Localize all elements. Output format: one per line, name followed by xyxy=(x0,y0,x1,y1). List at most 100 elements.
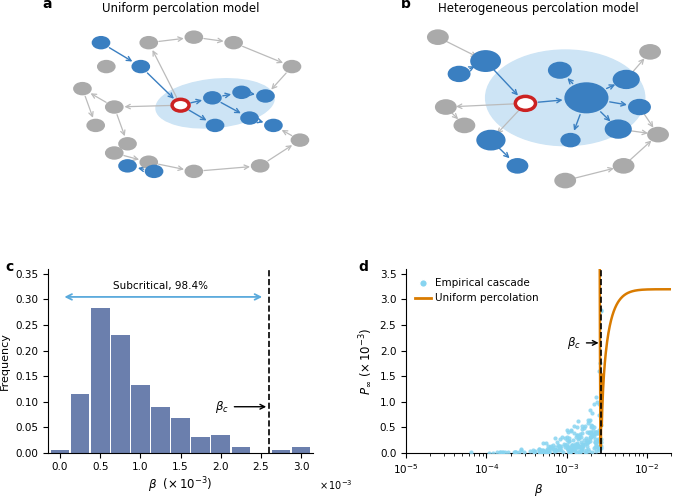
Point xyxy=(562,445,573,453)
Point xyxy=(580,434,591,442)
Point xyxy=(589,424,600,432)
Circle shape xyxy=(204,92,221,104)
Point xyxy=(575,438,586,446)
Point xyxy=(577,422,588,430)
Point xyxy=(510,448,521,456)
Point xyxy=(564,438,575,446)
Point xyxy=(495,448,506,456)
Point xyxy=(569,422,580,430)
Point xyxy=(589,438,600,446)
Circle shape xyxy=(172,99,189,111)
Circle shape xyxy=(225,37,242,49)
Point xyxy=(516,445,527,453)
Point xyxy=(492,448,503,456)
Point xyxy=(573,434,584,442)
Point xyxy=(562,440,573,448)
Point xyxy=(593,443,603,451)
Point xyxy=(577,440,588,448)
Point xyxy=(574,432,585,440)
Point xyxy=(588,430,599,438)
Point xyxy=(564,448,575,456)
Point xyxy=(564,434,575,442)
Point xyxy=(565,447,576,455)
Circle shape xyxy=(508,159,527,173)
Bar xyxy=(131,385,150,453)
Bar xyxy=(212,435,230,453)
Point xyxy=(578,436,589,444)
Point xyxy=(576,446,587,454)
Point xyxy=(595,444,606,452)
Point xyxy=(590,443,601,451)
Point xyxy=(584,417,595,425)
Circle shape xyxy=(140,156,158,168)
Point xyxy=(584,416,595,425)
Point xyxy=(566,441,577,449)
Point xyxy=(580,422,590,430)
Point xyxy=(510,448,521,456)
Point xyxy=(544,447,555,455)
Point xyxy=(557,433,568,441)
Point xyxy=(569,446,580,454)
Circle shape xyxy=(454,118,475,132)
Point xyxy=(582,428,593,436)
Point xyxy=(593,446,604,454)
Point xyxy=(495,448,506,456)
Circle shape xyxy=(105,147,123,159)
Circle shape xyxy=(186,165,202,177)
Point xyxy=(589,400,600,408)
Y-axis label: Frequency: Frequency xyxy=(0,332,10,390)
Point xyxy=(566,428,577,436)
Circle shape xyxy=(549,62,571,78)
Circle shape xyxy=(140,37,158,49)
Point xyxy=(562,444,573,452)
Point xyxy=(584,428,595,436)
Point xyxy=(587,448,598,456)
Circle shape xyxy=(207,120,223,131)
Point xyxy=(578,442,589,450)
Point xyxy=(574,430,585,438)
Point xyxy=(575,446,586,454)
Bar xyxy=(51,450,69,453)
Point xyxy=(519,448,530,456)
Point xyxy=(591,429,602,437)
Point xyxy=(562,428,573,436)
Point xyxy=(580,438,591,446)
Text: d: d xyxy=(358,260,368,274)
Point xyxy=(596,307,607,315)
Point xyxy=(553,442,564,450)
Point xyxy=(571,448,582,456)
Point xyxy=(576,443,587,451)
Point xyxy=(590,428,601,436)
Point xyxy=(534,445,545,453)
Point xyxy=(585,423,596,431)
Point xyxy=(543,442,553,450)
Point xyxy=(549,447,560,455)
Point xyxy=(586,433,597,441)
Point xyxy=(584,429,595,437)
Point xyxy=(553,443,564,451)
Point xyxy=(577,445,588,453)
Point xyxy=(585,422,596,430)
Point xyxy=(589,432,600,440)
Point xyxy=(586,423,597,431)
Circle shape xyxy=(257,90,274,102)
Point xyxy=(591,428,602,436)
Point xyxy=(527,446,538,454)
Point xyxy=(534,445,545,453)
Point xyxy=(516,446,527,454)
Text: $\beta_c$: $\beta_c$ xyxy=(215,399,264,415)
Point xyxy=(509,448,520,456)
Circle shape xyxy=(614,70,639,88)
Point xyxy=(584,433,595,441)
Point xyxy=(593,437,604,445)
Point xyxy=(573,442,584,450)
Point xyxy=(566,426,577,434)
Point xyxy=(582,442,593,450)
Circle shape xyxy=(428,30,448,44)
Point xyxy=(571,433,582,441)
Point xyxy=(584,428,595,436)
Point xyxy=(595,438,606,446)
Circle shape xyxy=(87,120,104,131)
Point xyxy=(549,444,560,452)
Circle shape xyxy=(241,112,258,124)
